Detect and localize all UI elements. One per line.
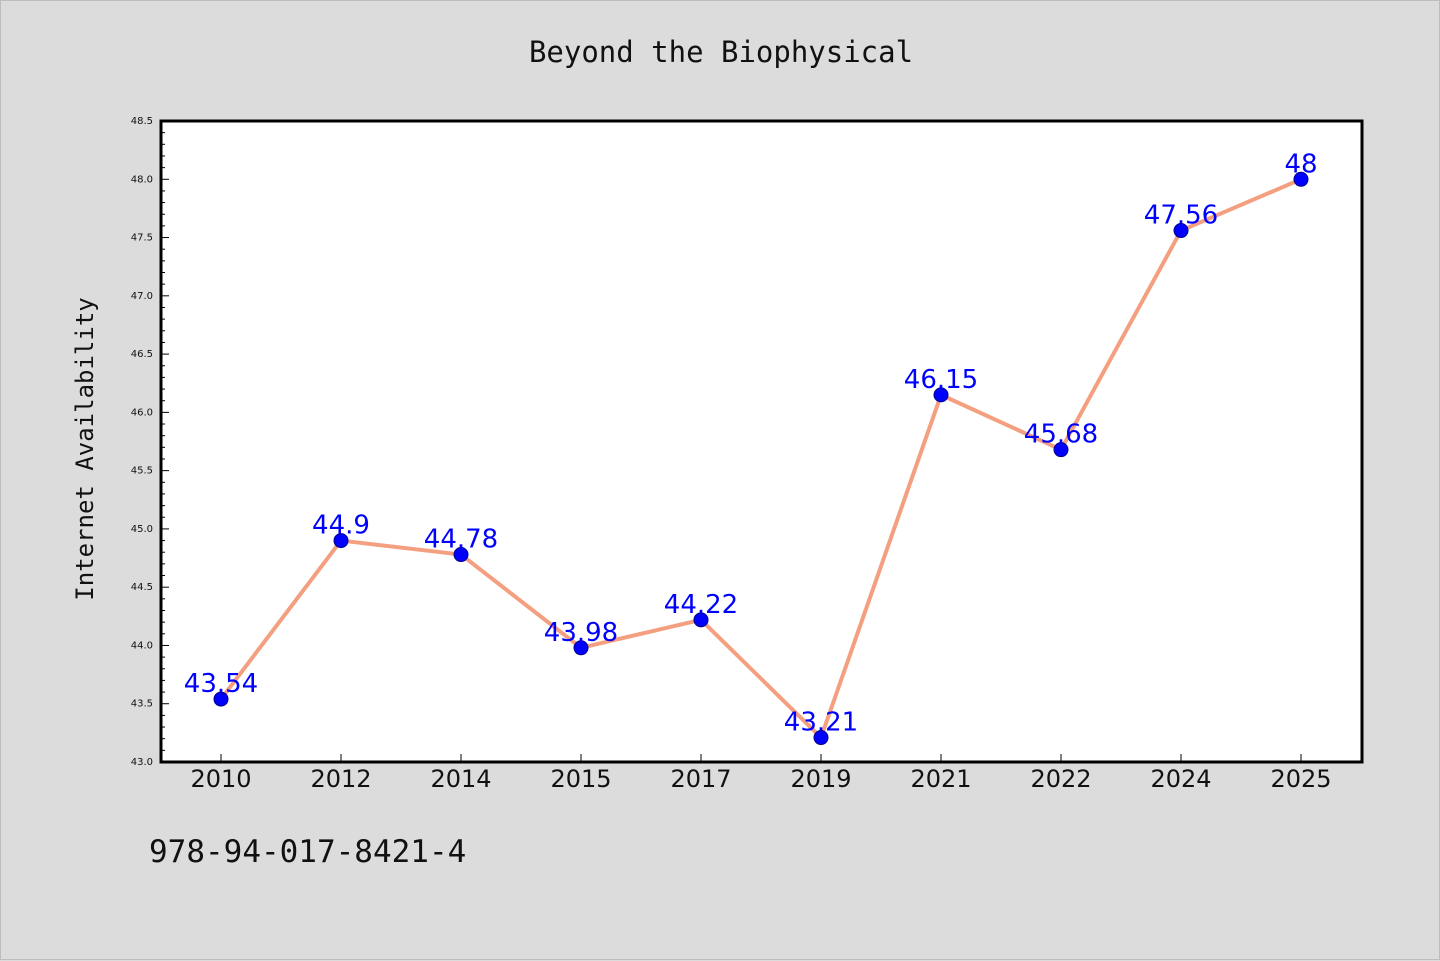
series-markers <box>213 171 1309 746</box>
y-tick-label: 46.5 <box>131 349 153 360</box>
x-tick-label: 2022 <box>1030 765 1091 793</box>
data-labels: 43.54 44.9 44.78 43.98 44.22 43.21 46.15 45.68 4… <box>184 149 1318 737</box>
x-tick-label: 2012 <box>310 765 371 793</box>
data-point <box>813 730 829 746</box>
chart-title: Beyond the Biophysical <box>528 35 914 69</box>
data-label: 45.68 <box>1024 420 1098 450</box>
y-tick-label: 45.0 <box>131 524 153 535</box>
data-label: 46.15 <box>904 365 978 395</box>
y-tick-label: 48.5 <box>131 116 153 127</box>
x-axis: 2010 2012 2014 2015 2017 2019 2021 2022 2024 2025 <box>190 754 1332 793</box>
x-tick-label: 2010 <box>190 765 251 793</box>
x-tick-label: 2021 <box>910 765 971 793</box>
data-point <box>933 387 949 403</box>
x-tick-label: 2015 <box>550 765 611 793</box>
y-tick-label: 47.0 <box>131 291 153 302</box>
x-tick-label: 2017 <box>670 765 731 793</box>
x-tick-label: 2025 <box>1270 765 1331 793</box>
y-tick-label: 43.0 <box>131 757 153 768</box>
y-tick-label: 43.5 <box>131 699 153 710</box>
series-line <box>219 177 1302 740</box>
x-tick-label: 2024 <box>1150 765 1211 793</box>
data-point <box>333 533 349 549</box>
data-label: 44.9 <box>312 511 370 541</box>
isbn-text: 978-94-017-8421-4 <box>149 834 467 870</box>
data-point <box>1053 442 1069 458</box>
data-point <box>693 612 709 628</box>
data-point <box>213 691 229 707</box>
data-label: 44.78 <box>424 525 498 555</box>
y-tick-label: 44.5 <box>131 582 153 593</box>
y-axis-label: Internet Availability <box>71 297 99 600</box>
y-tick-label: 44.0 <box>131 640 153 651</box>
data-label: 43.54 <box>184 669 258 699</box>
data-point <box>1293 171 1309 187</box>
data-point <box>1173 223 1189 239</box>
data-point <box>453 547 469 563</box>
data-label: 43.21 <box>784 708 858 738</box>
data-label: 48 <box>1284 149 1317 179</box>
x-tick-label: 2019 <box>790 765 851 793</box>
data-point <box>573 640 589 656</box>
y-tick-label: 48.0 <box>131 174 153 185</box>
y-tick-label: 47.5 <box>131 233 153 244</box>
x-tick-label: 2014 <box>430 765 491 793</box>
y-axis: 43.0 43.5 44.0 44.5 45.0 45.5 46.0 46.5 47.0 47.5… <box>131 116 169 768</box>
data-label: 47.56 <box>1144 201 1218 231</box>
data-label: 44.22 <box>664 590 738 620</box>
y-tick-label: 46.0 <box>131 407 153 418</box>
y-tick-label: 45.5 <box>131 466 153 477</box>
data-label: 43.98 <box>544 618 618 648</box>
plot-area <box>159 119 1364 764</box>
